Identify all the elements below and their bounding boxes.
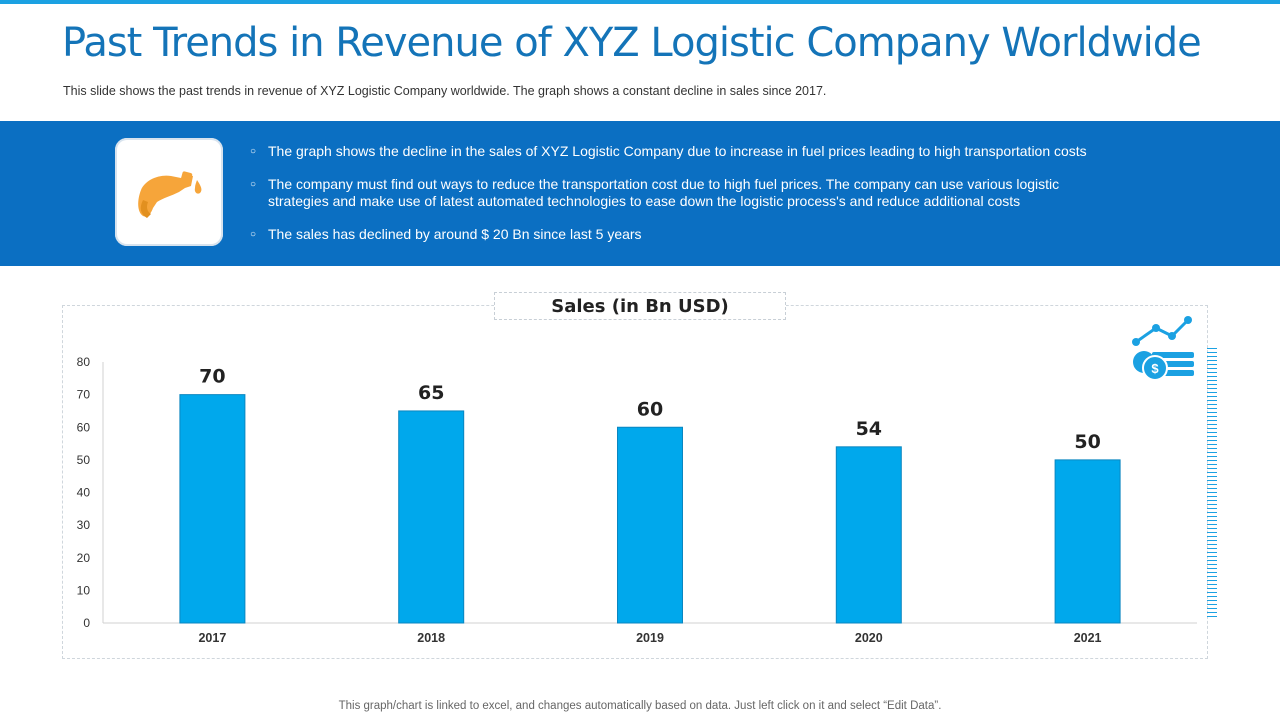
y-tick-label: 0 (83, 616, 90, 630)
y-tick-label: 10 (77, 583, 91, 597)
bar (179, 394, 246, 624)
decorative-stripe (1207, 348, 1217, 618)
page-title: Past Trends in Revenue of XYZ Logistic C… (62, 20, 1202, 66)
revenue-growth-icon: $ (1132, 316, 1194, 381)
y-tick-label: 60 (77, 420, 91, 434)
x-tick-label: 2019 (636, 631, 664, 645)
y-tick-label: 70 (77, 388, 91, 402)
y-tick-label: 50 (77, 453, 91, 467)
x-tick-label: 2018 (417, 631, 445, 645)
bullet-item: The company must find out ways to reduce… (250, 176, 1068, 210)
x-tick-label: 2017 (198, 631, 226, 645)
bar (617, 426, 683, 624)
fuel-nozzle-icon (138, 171, 202, 218)
data-label: 50 (1074, 431, 1100, 453)
chart-title: Sales (in Bn USD) (494, 292, 786, 320)
footer-note: This graph/chart is linked to excel, and… (338, 700, 942, 712)
insight-bullets: The graph shows the decline in the sales… (250, 143, 1130, 259)
y-tick-label: 30 (77, 518, 91, 532)
bar (1054, 459, 1121, 624)
top-accent-bar (0, 0, 1280, 4)
fuel-icon-box (115, 138, 223, 246)
bullet-item: The sales has declined by around $ 20 Bn… (250, 226, 1130, 243)
bar (835, 446, 902, 624)
x-tick-label: 2020 (855, 631, 883, 645)
data-label: 60 (637, 398, 663, 420)
bar (398, 410, 465, 624)
y-tick-label: 20 (77, 551, 91, 565)
page-subtitle: This slide shows the past trends in reve… (63, 84, 827, 98)
y-tick-label: 40 (77, 486, 91, 500)
x-tick-label: 2021 (1074, 631, 1102, 645)
svg-text:$: $ (1151, 361, 1159, 376)
bullet-item: The graph shows the decline in the sales… (250, 143, 1130, 160)
data-label: 65 (418, 382, 444, 404)
data-label: 70 (199, 366, 225, 388)
data-label: 54 (856, 418, 882, 440)
y-tick-label: 80 (77, 355, 91, 369)
